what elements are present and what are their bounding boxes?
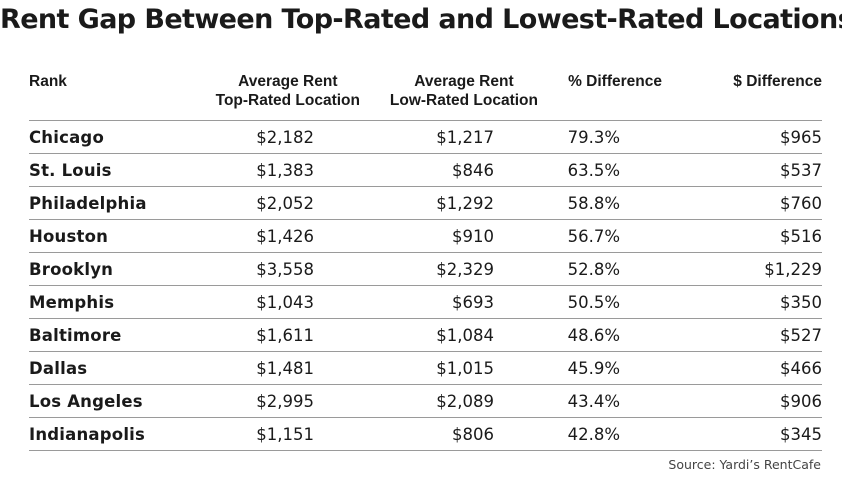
table-row: Memphis $1,043 $693 50.5% $350 — [29, 285, 822, 319]
table-row: Chicago $2,182 $1,217 79.3% $965 — [29, 120, 822, 154]
column-header-low-rent-line2: Low-Rated Location — [389, 92, 538, 109]
table-row: Dallas $1,481 $1,015 45.9% $466 — [29, 351, 822, 385]
dollar-difference-cell: $760 — [642, 186, 822, 220]
pct-difference-cell: 50.5% — [494, 285, 642, 319]
city-cell: Dallas — [29, 351, 189, 385]
city-cell: Philadelphia — [29, 186, 189, 220]
low-rent-cell: $1,292 — [314, 186, 494, 220]
top-rent-cell: $2,182 — [189, 120, 314, 154]
pct-difference-cell: 56.7% — [494, 219, 642, 253]
top-rent-cell: $1,043 — [189, 285, 314, 319]
source-note: Source: Yardi’s RentCafe — [668, 457, 821, 472]
top-rent-cell: $1,383 — [189, 153, 314, 187]
city-cell: Brooklyn — [29, 252, 189, 286]
column-header-dollar-difference-line1: $ Difference — [733, 73, 822, 90]
column-header-top-rent: Average Rent Top-Rated Location — [189, 72, 360, 121]
header-row: Rank Average Rent Top-Rated Location Ave… — [29, 72, 822, 121]
pct-difference-cell: 43.4% — [494, 384, 642, 418]
pct-difference-cell: 63.5% — [494, 153, 642, 187]
pct-difference-cell: 45.9% — [494, 351, 642, 385]
dollar-difference-cell: $537 — [642, 153, 822, 187]
top-rent-cell: $1,481 — [189, 351, 314, 385]
top-rent-cell: $1,151 — [189, 417, 314, 451]
column-header-top-rent-line1: Average Rent — [238, 73, 338, 90]
column-header-pct-difference-line1: % Difference — [568, 73, 662, 90]
rent-gap-table: Rank Average Rent Top-Rated Location Ave… — [29, 72, 822, 451]
column-header-low-rent: Average Rent Low-Rated Location — [314, 72, 538, 121]
table-row: Baltimore $1,611 $1,084 48.6% $527 — [29, 318, 822, 352]
column-header-dollar-difference: $ Difference — [642, 72, 822, 121]
dollar-difference-cell: $1,229 — [642, 252, 822, 286]
table-row: Brooklyn $3,558 $2,329 52.8% $1,229 — [29, 252, 822, 286]
city-cell: Los Angeles — [29, 384, 189, 418]
column-header-top-rent-line2: Top-Rated Location — [215, 92, 360, 109]
pct-difference-cell: 79.3% — [494, 120, 642, 154]
city-cell: Memphis — [29, 285, 189, 319]
dollar-difference-cell: $527 — [642, 318, 822, 352]
dollar-difference-cell: $516 — [642, 219, 822, 253]
low-rent-cell: $1,217 — [314, 120, 494, 154]
pct-difference-cell: 58.8% — [494, 186, 642, 220]
table-row: St. Louis $1,383 $846 63.5% $537 — [29, 153, 822, 187]
table-row: Indianapolis $1,151 $806 42.8% $345 — [29, 417, 822, 451]
top-rent-cell: $1,611 — [189, 318, 314, 352]
low-rent-cell: $1,084 — [314, 318, 494, 352]
low-rent-cell: $693 — [314, 285, 494, 319]
low-rent-cell: $910 — [314, 219, 494, 253]
low-rent-cell: $846 — [314, 153, 494, 187]
table-row: Houston $1,426 $910 56.7% $516 — [29, 219, 822, 253]
city-cell: St. Louis — [29, 153, 189, 187]
dollar-difference-cell: $906 — [642, 384, 822, 418]
dollar-difference-cell: $345 — [642, 417, 822, 451]
top-rent-cell: $2,995 — [189, 384, 314, 418]
dollar-difference-cell: $350 — [642, 285, 822, 319]
table-row: Philadelphia $2,052 $1,292 58.8% $760 — [29, 186, 822, 220]
pct-difference-cell: 48.6% — [494, 318, 642, 352]
pct-difference-cell: 42.8% — [494, 417, 642, 451]
city-cell: Chicago — [29, 120, 189, 154]
city-cell: Houston — [29, 219, 189, 253]
chart-title: Rent Gap Between Top-Rated and Lowest-Ra… — [0, 4, 842, 35]
column-header-rank-line1: Rank — [29, 73, 67, 90]
low-rent-cell: $2,329 — [314, 252, 494, 286]
table-body: Chicago $2,182 $1,217 79.3% $965 St. Louis $1,… — [29, 120, 822, 451]
column-header-rank: Rank — [29, 72, 189, 121]
dollar-difference-cell: $965 — [642, 120, 822, 154]
top-rent-cell: $1,426 — [189, 219, 314, 253]
low-rent-cell: $2,089 — [314, 384, 494, 418]
low-rent-cell: $806 — [314, 417, 494, 451]
low-rent-cell: $1,015 — [314, 351, 494, 385]
dollar-difference-cell: $466 — [642, 351, 822, 385]
column-header-pct-difference: % Difference — [494, 72, 662, 121]
top-rent-cell: $3,558 — [189, 252, 314, 286]
city-cell: Baltimore — [29, 318, 189, 352]
top-rent-cell: $2,052 — [189, 186, 314, 220]
pct-difference-cell: 52.8% — [494, 252, 642, 286]
table-row: Los Angeles $2,995 $2,089 43.4% $906 — [29, 384, 822, 418]
column-header-low-rent-line1: Average Rent — [414, 73, 514, 90]
city-cell: Indianapolis — [29, 417, 189, 451]
